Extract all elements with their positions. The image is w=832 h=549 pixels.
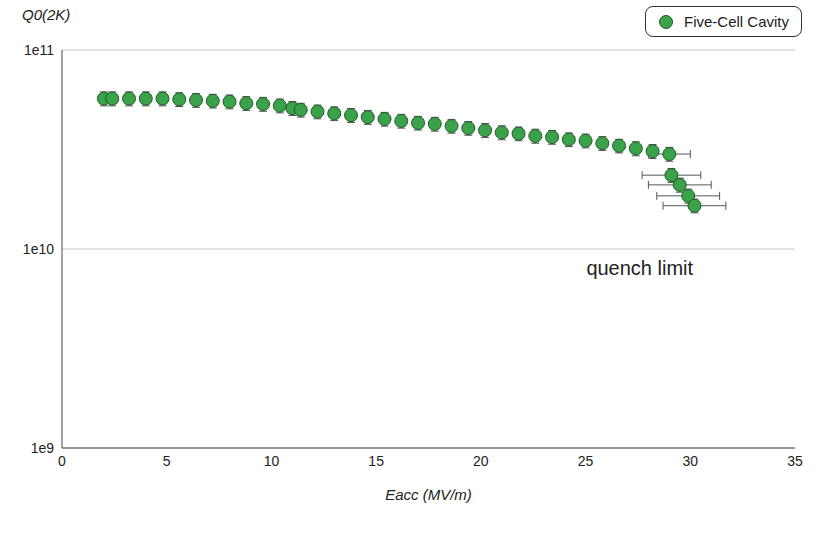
svg-text:1e10: 1e10 [23, 241, 54, 257]
html-text:Five-Cell Cavity: Five-Cell Cavity [684, 13, 789, 30]
svg-text:5: 5 [163, 453, 171, 469]
svg-text:0: 0 [58, 453, 66, 469]
html-text:Q0(2K): Q0(2K) [22, 6, 71, 23]
svg-text:Eacc (MV/m): Eacc (MV/m) [385, 486, 472, 503]
svg-text:quench limit: quench limit [586, 257, 693, 279]
svg-text:30: 30 [682, 453, 698, 469]
svg-text:35: 35 [787, 453, 803, 469]
svg-text:20: 20 [473, 453, 489, 469]
svg-text:1e9: 1e9 [31, 440, 55, 456]
svg-text:25: 25 [578, 453, 594, 469]
svg-text:15: 15 [368, 453, 384, 469]
svg-text:10: 10 [264, 453, 280, 469]
svg-text:1e11: 1e11 [24, 42, 54, 58]
